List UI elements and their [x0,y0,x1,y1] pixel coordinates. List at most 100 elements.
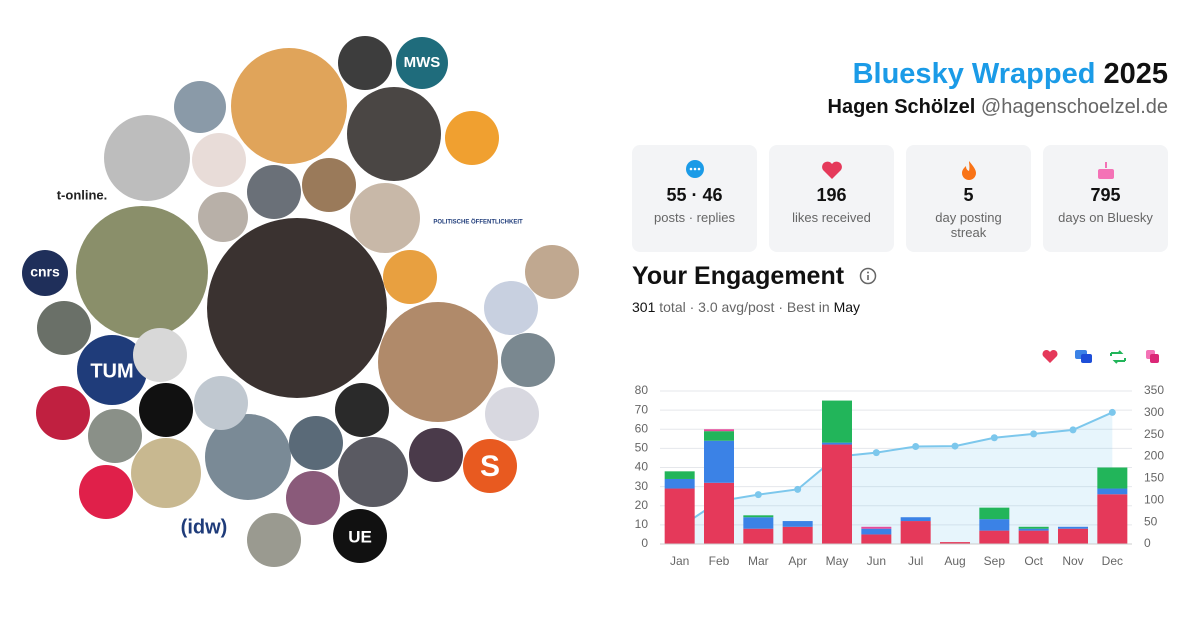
x-tick-label: Nov [1062,554,1083,568]
avatar [335,383,389,437]
avatar [36,386,90,440]
bar-segment [979,530,1010,544]
avatar [139,383,193,437]
line-point [912,443,920,451]
avatar [463,439,517,493]
bar-segment [861,528,892,535]
y-tick-label: 70 [635,402,649,416]
bar-segment [704,440,734,483]
summary: total · 3.0 avg/post · Best in [659,299,830,315]
x-tick-label: Aug [944,554,965,568]
avatar [350,183,420,253]
line [679,411,1113,529]
bar-segment [979,519,1010,531]
logo-text: (idw) [181,516,228,538]
y-tick-label: 30 [635,479,649,493]
bar-segment [704,482,734,544]
stat-label: likes received [792,210,871,225]
legend [1042,349,1159,364]
bar-segment [1097,488,1128,495]
avatar [396,37,448,89]
bar-segment [782,526,813,544]
y2-tick-label: 250 [1144,427,1164,441]
user-name: Hagen Schölzel [827,96,976,118]
bar-segment [664,478,695,489]
bar-segment [704,431,734,441]
y-tick-label: 50 [635,441,649,455]
title: Bluesky Wrapped 2025 [853,58,1168,91]
stat-icon [821,161,842,179]
avatar [286,471,340,525]
avatar [501,333,555,387]
y2-tick-label: 0 [1144,536,1151,550]
line-point [754,491,762,499]
bar-segment [1058,528,1088,544]
bar-segment [664,488,695,544]
avatar [338,437,408,507]
stat-icon [961,161,976,180]
line-point [1069,426,1077,434]
line-point [676,523,684,531]
stat-card: 795 days on Bluesky [1043,145,1168,252]
stat-label: day posting streak [935,210,1002,240]
avatar [198,192,248,242]
stat-value: 55 · 46 [666,185,723,205]
info-icon[interactable] [859,267,877,285]
avatar [88,409,142,463]
x-tick-label: Dec [1102,554,1123,568]
line-point [1108,408,1116,416]
avatar [231,48,347,164]
y-tick-label: 60 [635,421,649,435]
x-tick-label: Jun [867,554,886,568]
stat-value: 196 [816,185,847,205]
avatar [131,438,201,508]
avatar [22,250,68,296]
avatar [205,414,291,500]
best-month: May [833,299,861,315]
logo-text: MWS [404,54,441,71]
logo-text: POLITISCHE ÖFFENTLICHKEIT [433,219,523,226]
bar-segment [782,521,813,527]
bar-segment [1097,467,1128,489]
bar-segment [1018,528,1049,531]
avatar [133,328,187,382]
x-tick-label: Jul [908,554,923,568]
y-tick-label: 20 [635,498,649,512]
avatar [37,301,91,355]
legend-repost[interactable] [1110,350,1126,364]
bar-segment [861,526,892,529]
avatar [445,111,499,165]
stat-card: 55 · 46 posts · replies [632,145,757,252]
x-tick-label: Mar [748,554,769,568]
bar-segment [940,542,970,544]
avatar [302,158,356,212]
bar-segment [822,400,852,443]
x-tick-label: Apr [788,554,807,568]
avatar [247,165,301,219]
bar-segment [900,521,931,544]
line-area [679,412,1113,544]
logo-text: cnrs [30,264,60,280]
x-tick-label: Oct [1024,554,1043,568]
avatar [76,206,208,338]
logo-text: S [480,450,500,483]
avatar [247,513,301,567]
stat-label: posts · replies [654,210,735,225]
bar-segment [743,528,774,544]
legend-like[interactable] [1042,349,1058,363]
y-tick-label: 10 [635,517,649,531]
avatar [207,218,387,398]
x-tick-label: Feb [709,554,730,568]
legend-reply[interactable] [1075,350,1087,359]
line-point [872,449,880,457]
stat-icon [1097,162,1114,179]
y2-tick-label: 350 [1144,383,1164,397]
y2-tick-label: 200 [1144,449,1164,463]
engagement-summary: 301 total · 3.0 avg/post · Best in May [632,299,860,315]
x-tick-label: Sep [984,554,1006,568]
legend-quote[interactable] [1146,350,1155,359]
bar-segment [743,515,774,518]
stat-card: 196 likes received [769,145,894,252]
x-tick-label: Jan [670,554,689,568]
title-text: Bluesky Wrapped [852,58,1096,90]
